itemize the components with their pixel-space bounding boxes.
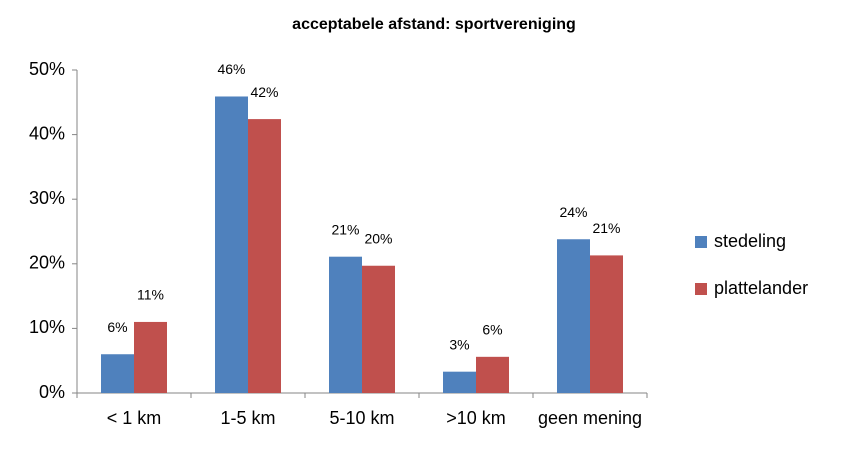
data-label: 21%: [592, 220, 620, 236]
bar: [329, 256, 362, 393]
bar: [101, 354, 134, 393]
y-tick-label: 0%: [39, 382, 65, 402]
data-label: 6%: [482, 322, 502, 338]
x-tick-label: geen mening: [537, 408, 643, 428]
y-tick-label: 30%: [29, 188, 65, 208]
bar: [557, 239, 590, 393]
x-tick-label: 1-5 km: [220, 408, 276, 428]
data-label: 24%: [559, 204, 587, 220]
x-tick-label: >10 km: [446, 408, 506, 428]
legend-label: stedeling: [714, 231, 786, 251]
bar: [476, 356, 509, 393]
y-tick-label: 50%: [29, 59, 65, 79]
chart-title: acceptabele afstand: sportvereniging: [292, 16, 576, 33]
y-tick-label: 10%: [29, 317, 65, 337]
data-label: 3%: [449, 336, 469, 352]
bar: [134, 321, 167, 393]
bar: [215, 96, 248, 394]
data-label: 6%: [107, 319, 127, 335]
bar: [248, 119, 281, 393]
y-tick-label: 40%: [29, 123, 65, 143]
legend-swatch: [695, 283, 707, 295]
data-label: 46%: [217, 61, 245, 77]
bar: [590, 255, 623, 393]
bar: [443, 371, 476, 393]
data-label: 42%: [250, 84, 278, 100]
data-label: 21%: [331, 221, 359, 237]
legend-label: plattelander: [714, 278, 808, 298]
y-tick-label: 20%: [29, 253, 65, 273]
x-tick-label: 5-10 km: [329, 408, 395, 428]
legend-swatch: [695, 236, 707, 248]
bar: [362, 265, 395, 393]
data-label: 11%: [137, 287, 164, 303]
x-tick-label: < 1 km: [106, 408, 162, 428]
data-label: 20%: [364, 230, 392, 246]
